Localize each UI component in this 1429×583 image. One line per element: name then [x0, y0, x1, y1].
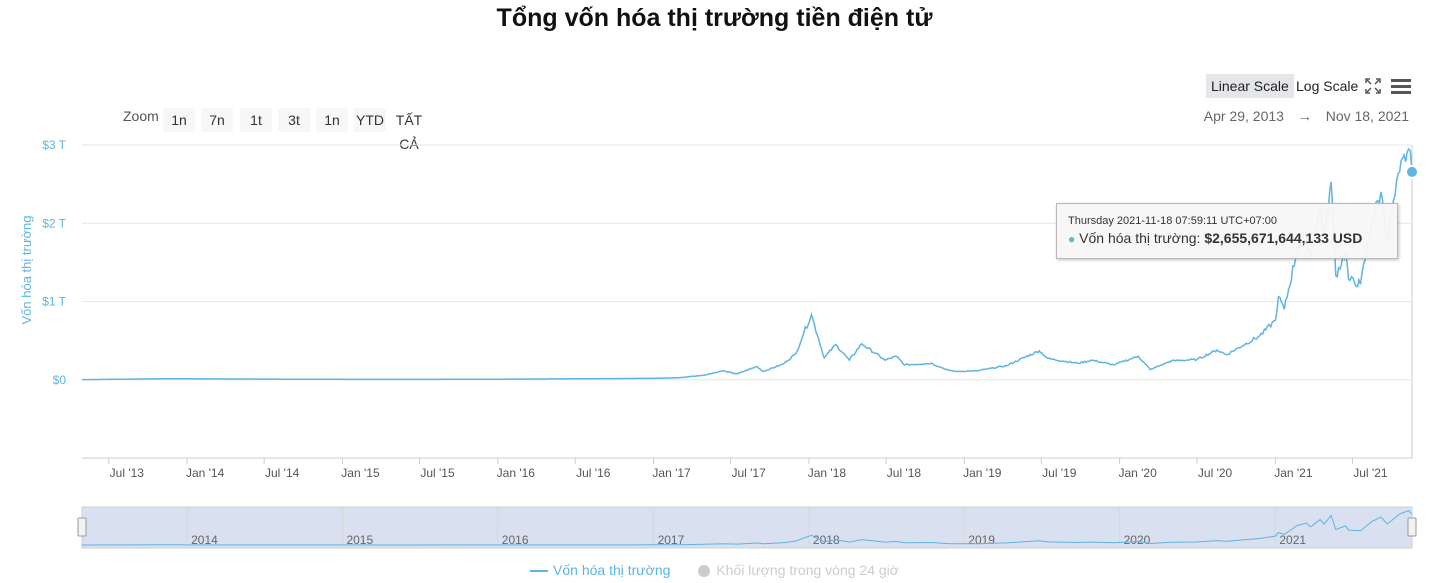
- x-tick-label: Jan '14: [186, 466, 225, 480]
- x-tick-label: Jul '21: [1353, 466, 1388, 480]
- chart-title: Tổng vốn hóa thị trường tiền điện tử: [496, 4, 933, 32]
- x-tick-label: Jul '14: [265, 466, 300, 480]
- legend-dot-symbol: [698, 565, 711, 578]
- legend: Vốn hóa thị trường Khối lượng trong vòng…: [0, 562, 1429, 578]
- legend-item-market-cap[interactable]: Vốn hóa thị trường: [530, 562, 670, 578]
- tooltip-value: $2,655,671,644,133 USD: [1204, 230, 1363, 246]
- legend-line-symbol: [530, 570, 549, 573]
- x-tick-label: Jan '15: [341, 466, 380, 480]
- range-to-input[interactable]: Nov 18, 2021: [1325, 108, 1409, 124]
- x-tick-label: Jan '20: [1118, 466, 1157, 480]
- navigator-mask: [82, 507, 1412, 548]
- menu-icon[interactable]: [1390, 77, 1412, 95]
- y-tick-label: $0: [53, 373, 67, 387]
- legend-item-volume[interactable]: Khối lượng trong vòng 24 giờ: [698, 562, 899, 578]
- navigator-year-label: 2018: [813, 533, 840, 547]
- zoom-label: Zoom: [123, 108, 159, 124]
- y-axis-title: Vốn hóa thị trường: [19, 215, 34, 324]
- legend-label-volume: Khối lượng trong vòng 24 giờ: [716, 562, 899, 578]
- series-line-market-cap: [82, 147, 1413, 381]
- tooltip-series-label: Vốn hóa thị trường:: [1079, 230, 1201, 246]
- x-tick-label: Jul '16: [576, 466, 611, 480]
- x-tick-label: Jan '17: [652, 466, 691, 480]
- legend-label-market-cap: Vốn hóa thị trường: [553, 562, 671, 578]
- navigator-handle-right[interactable]: [1407, 517, 1417, 537]
- y-tick-label: $3 T: [42, 138, 66, 152]
- x-tick-label: Jul '17: [731, 466, 766, 480]
- x-tick-label: Jul '13: [110, 466, 145, 480]
- tooltip-time: Thursday 2021-11-18 07:59:11 UTC+07:00: [1068, 215, 1278, 227]
- linear-scale-button[interactable]: Linear Scale: [1206, 74, 1294, 98]
- range-from-input[interactable]: Apr 29, 2013: [1203, 108, 1284, 124]
- navigator-year-label: 2019: [968, 533, 995, 547]
- zoom-1d-button[interactable]: 1n: [163, 108, 195, 132]
- hover-point: [1405, 164, 1419, 179]
- x-tick-label: Jul '18: [887, 466, 922, 480]
- zoom-ytd-button[interactable]: YTD: [354, 108, 386, 132]
- tooltip-row: ● Vốn hóa thị trường: $2,655,671,644,133…: [1068, 230, 1362, 246]
- navigator-year-label: 2017: [658, 533, 685, 547]
- navigator-year-label: 2020: [1124, 533, 1151, 547]
- x-tick-label: Jan '18: [808, 466, 847, 480]
- x-tick-label: Jul '15: [420, 466, 455, 480]
- navigator-year-label: 2015: [346, 533, 373, 547]
- navigator-handle-left[interactable]: [77, 517, 87, 537]
- x-tick-label: Jan '16: [497, 466, 536, 480]
- x-tick-label: Jul '20: [1198, 466, 1233, 480]
- fullscreen-icon[interactable]: [1364, 77, 1382, 95]
- navigator-series-line: [81, 510, 1413, 546]
- x-tick-label: Jan '19: [963, 466, 1002, 480]
- zoom-all-button[interactable]: TẤT CẢ: [395, 112, 423, 152]
- range-arrow: →: [1297, 108, 1312, 124]
- x-tick-label: Jan '21: [1274, 466, 1313, 480]
- date-range: Apr 29, 2013 → Nov 18, 2021: [1204, 108, 1409, 124]
- y-tick-label: $2 T: [42, 216, 66, 230]
- navigator-year-label: 2021: [1279, 533, 1306, 547]
- zoom-1m-button[interactable]: 1t: [240, 108, 272, 132]
- navigator-year-label: 2014: [191, 533, 218, 547]
- navigator-year-label: 2016: [502, 533, 529, 547]
- tooltip: Thursday 2021-11-18 07:59:11 UTC+07:00 ●…: [1056, 203, 1398, 259]
- y-tick-label: $1 T: [42, 295, 66, 309]
- zoom-7d-button[interactable]: 7n: [201, 108, 233, 132]
- log-scale-button[interactable]: Log Scale: [1296, 78, 1359, 94]
- tooltip-series-dot: ●: [1068, 232, 1076, 246]
- x-tick-label: Jul '19: [1042, 466, 1077, 480]
- zoom-1y-button[interactable]: 1n: [316, 108, 348, 132]
- navigator[interactable]: 2014 2015 2016 2017 2018 2019 2020 2021: [77, 506, 1417, 549]
- zoom-3m-button[interactable]: 3t: [278, 108, 310, 132]
